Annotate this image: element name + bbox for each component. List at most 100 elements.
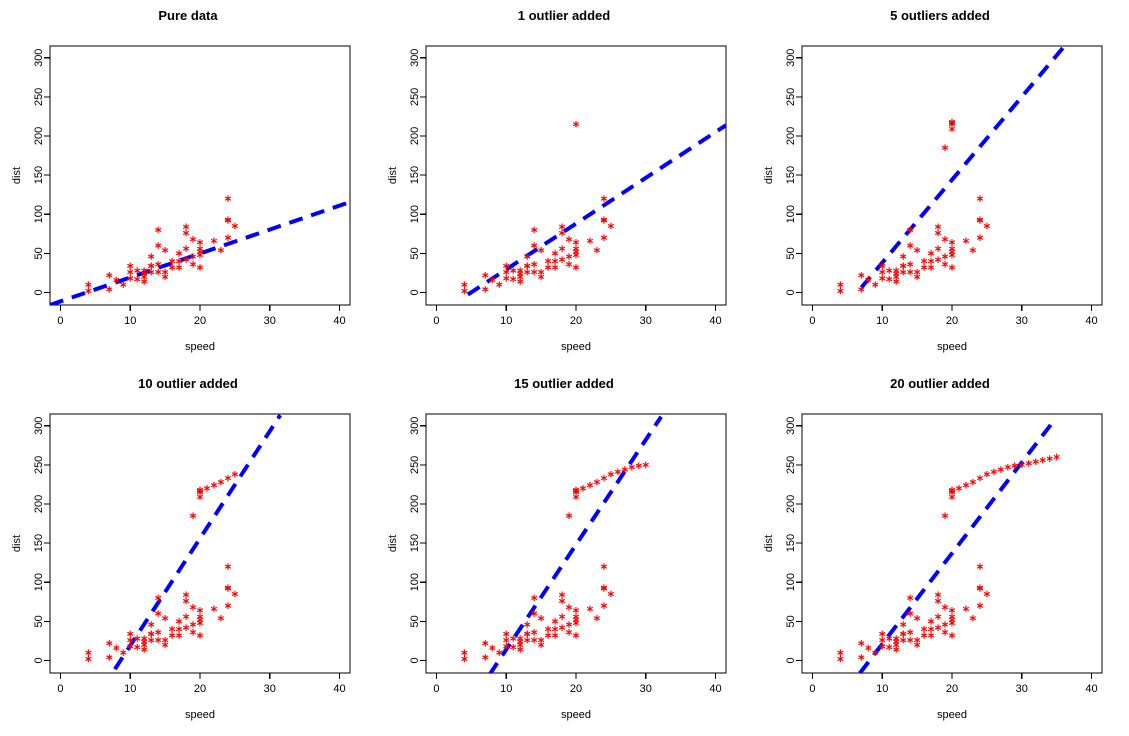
y-tick-label: 100 (33, 205, 45, 223)
data-point (642, 461, 649, 469)
data-point (955, 485, 963, 492)
data-point (572, 239, 580, 246)
data-series (189, 470, 239, 520)
x-tick-label: 30 (1016, 683, 1028, 695)
data-point (189, 261, 197, 268)
data-point (913, 614, 921, 622)
data-point (461, 287, 468, 295)
data-point (962, 481, 970, 489)
data-point (558, 245, 566, 252)
data-point (154, 636, 162, 644)
data-point (948, 245, 956, 252)
data-point (886, 275, 893, 283)
data-point (551, 632, 559, 639)
data-point (906, 629, 914, 636)
data-point (196, 632, 204, 639)
data-point (893, 267, 900, 274)
data-point (461, 655, 468, 663)
data-point (1039, 456, 1046, 464)
x-tick-label: 30 (1016, 315, 1028, 327)
data-point (461, 281, 468, 288)
x-tick-label: 40 (709, 315, 721, 327)
y-tick-label: 0 (785, 657, 797, 663)
data-point (886, 643, 893, 651)
y-tick-label: 50 (785, 615, 797, 627)
data-point (113, 276, 120, 284)
data-point (879, 262, 886, 270)
data-point (154, 261, 162, 268)
data-point (524, 262, 531, 270)
data-point (544, 257, 552, 265)
data-point (530, 636, 538, 644)
plot-area (461, 120, 726, 297)
data-point (934, 245, 942, 252)
regression-line (858, 423, 1053, 673)
data-point (900, 262, 907, 270)
data-point (600, 234, 608, 242)
data-point (572, 486, 580, 494)
data-point (983, 222, 991, 230)
data-point (85, 281, 92, 288)
data-point (927, 618, 935, 625)
data-point (537, 246, 545, 254)
y-tick-label: 0 (409, 289, 421, 295)
data-point (551, 257, 559, 265)
data-point (231, 590, 239, 598)
y-tick-label: 50 (409, 615, 421, 627)
data-series (941, 118, 956, 152)
data-point (537, 636, 545, 644)
y-tick-label: 250 (785, 88, 797, 106)
data-point (586, 237, 594, 245)
data-point (879, 643, 886, 650)
y-tick-label: 100 (409, 205, 421, 223)
x-axis-label: speed (185, 341, 215, 353)
x-tick-label: 10 (124, 683, 136, 695)
data-point (969, 246, 977, 254)
data-point (865, 276, 872, 284)
data-series (565, 461, 649, 520)
data-point (127, 630, 134, 638)
data-point (858, 271, 865, 279)
y-axis-label: dist (387, 535, 399, 552)
data-point (141, 635, 148, 642)
y-tick-label: 150 (785, 166, 797, 184)
y-tick-label: 50 (33, 247, 45, 259)
data-point (565, 621, 573, 628)
data-point (593, 246, 601, 254)
data-point (934, 229, 942, 237)
data-point (224, 474, 232, 482)
chart-panel: 1 outlier added 0 10 20 30 40 0 50 100 150 200 250 3… (376, 0, 752, 368)
y-tick-label: 250 (785, 456, 797, 474)
y-tick-label: 50 (33, 615, 45, 627)
data-point (906, 226, 914, 234)
data-point (572, 120, 580, 128)
data-point (1018, 461, 1025, 469)
x-tick-label: 0 (57, 683, 63, 695)
data-point (927, 257, 935, 265)
data-point (196, 607, 204, 614)
y-tick-label: 100 (409, 573, 421, 591)
data-point (572, 264, 580, 271)
data-point (161, 614, 169, 622)
data-point (106, 271, 113, 279)
data-point (941, 512, 949, 520)
data-point (127, 268, 134, 276)
data-point (906, 261, 914, 268)
data-point (210, 605, 218, 613)
data-point (524, 636, 531, 644)
chart-panel: 5 outliers added 0 10 20 30 40 0 50 100 150 200 250… (752, 0, 1128, 368)
data-point (558, 624, 566, 631)
data-point (948, 607, 956, 614)
x-axis-label: speed (937, 341, 967, 353)
data-point (565, 629, 573, 636)
y-axis-label: dist (11, 167, 23, 184)
data-point (503, 643, 510, 650)
data-point (175, 257, 183, 265)
x-tick-label: 10 (876, 315, 888, 327)
data-point (565, 261, 573, 268)
x-tick-label: 20 (570, 683, 582, 695)
data-point (628, 463, 635, 471)
data-point (182, 245, 190, 252)
data-point (168, 264, 176, 271)
panel-title: 15 outlier added (514, 376, 614, 391)
